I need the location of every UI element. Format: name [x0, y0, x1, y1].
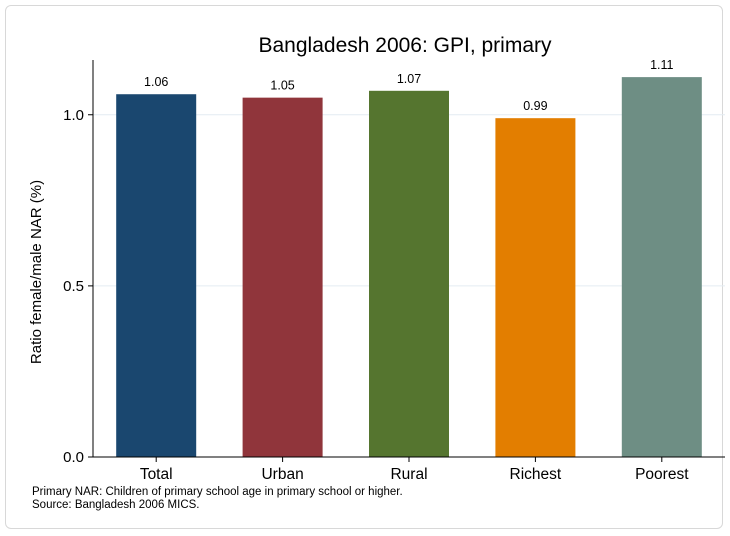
x-tick-label: Poorest: [635, 466, 689, 483]
bar-value-label: 1.11: [650, 58, 673, 72]
footnote-source: Source: Bangladesh 2006 MICS.: [32, 499, 200, 511]
axes: 0.0 0.5 1.0 Total Urban Rural Richest Poorest: [63, 60, 725, 483]
y-tick-label: 0.5: [63, 278, 84, 295]
bar-value-label: 0.99: [523, 99, 547, 113]
y-axis-label: Ratio female/male NAR (%): [28, 180, 45, 364]
x-tick-label: Rural: [390, 466, 427, 483]
bar: [621, 77, 702, 458]
x-tick-label: Urban: [261, 466, 303, 483]
y-tick-label: 0.0: [63, 449, 84, 466]
chart-title: Bangladesh 2006: GPI, primary: [259, 34, 552, 57]
bar: [242, 97, 323, 458]
bar: [495, 118, 576, 458]
bar: [369, 90, 449, 457]
bar: [116, 94, 197, 458]
bar-value-label: 1.07: [397, 72, 421, 86]
x-tick-label: Total: [140, 466, 173, 483]
x-tick-label: Richest: [510, 466, 562, 483]
y-tick-label: 1.0: [63, 107, 84, 124]
bar-value-label: 1.05: [270, 79, 294, 93]
bars: 1.06 1.05 1.07 0.99 1.11: [116, 58, 702, 458]
footnote-definition: Primary NAR: Children of primary school …: [32, 486, 403, 498]
bar-value-label: 1.06: [144, 75, 168, 89]
